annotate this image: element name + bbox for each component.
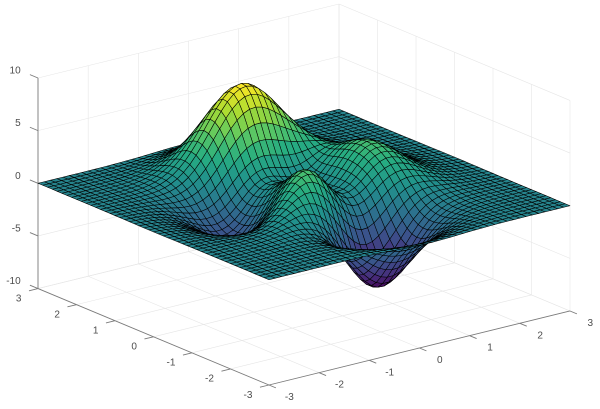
peaks-3d-surface-plot-canvas (0, 0, 600, 409)
matlab-figure-window (0, 0, 600, 409)
